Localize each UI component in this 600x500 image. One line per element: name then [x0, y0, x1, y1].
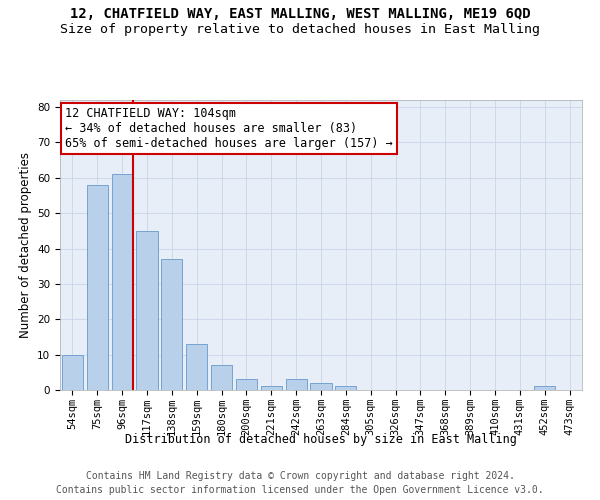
Bar	[161, 259, 182, 390]
Y-axis label: Number of detached properties: Number of detached properties	[19, 152, 32, 338]
Text: Distribution of detached houses by size in East Malling: Distribution of detached houses by size …	[125, 432, 517, 446]
Bar	[62, 354, 83, 390]
Text: Size of property relative to detached houses in East Malling: Size of property relative to detached ho…	[60, 22, 540, 36]
Text: Contains HM Land Registry data © Crown copyright and database right 2024.
Contai: Contains HM Land Registry data © Crown c…	[56, 471, 544, 495]
Bar	[335, 386, 356, 390]
Bar	[261, 386, 282, 390]
Bar	[236, 380, 257, 390]
Bar	[211, 365, 232, 390]
Bar	[534, 386, 555, 390]
Text: 12 CHATFIELD WAY: 104sqm
← 34% of detached houses are smaller (83)
65% of semi-d: 12 CHATFIELD WAY: 104sqm ← 34% of detach…	[65, 108, 393, 150]
Bar	[186, 344, 207, 390]
Bar	[310, 383, 332, 390]
Bar	[136, 231, 158, 390]
Bar	[112, 174, 133, 390]
Text: 12, CHATFIELD WAY, EAST MALLING, WEST MALLING, ME19 6QD: 12, CHATFIELD WAY, EAST MALLING, WEST MA…	[70, 8, 530, 22]
Bar	[286, 380, 307, 390]
Bar	[87, 185, 108, 390]
